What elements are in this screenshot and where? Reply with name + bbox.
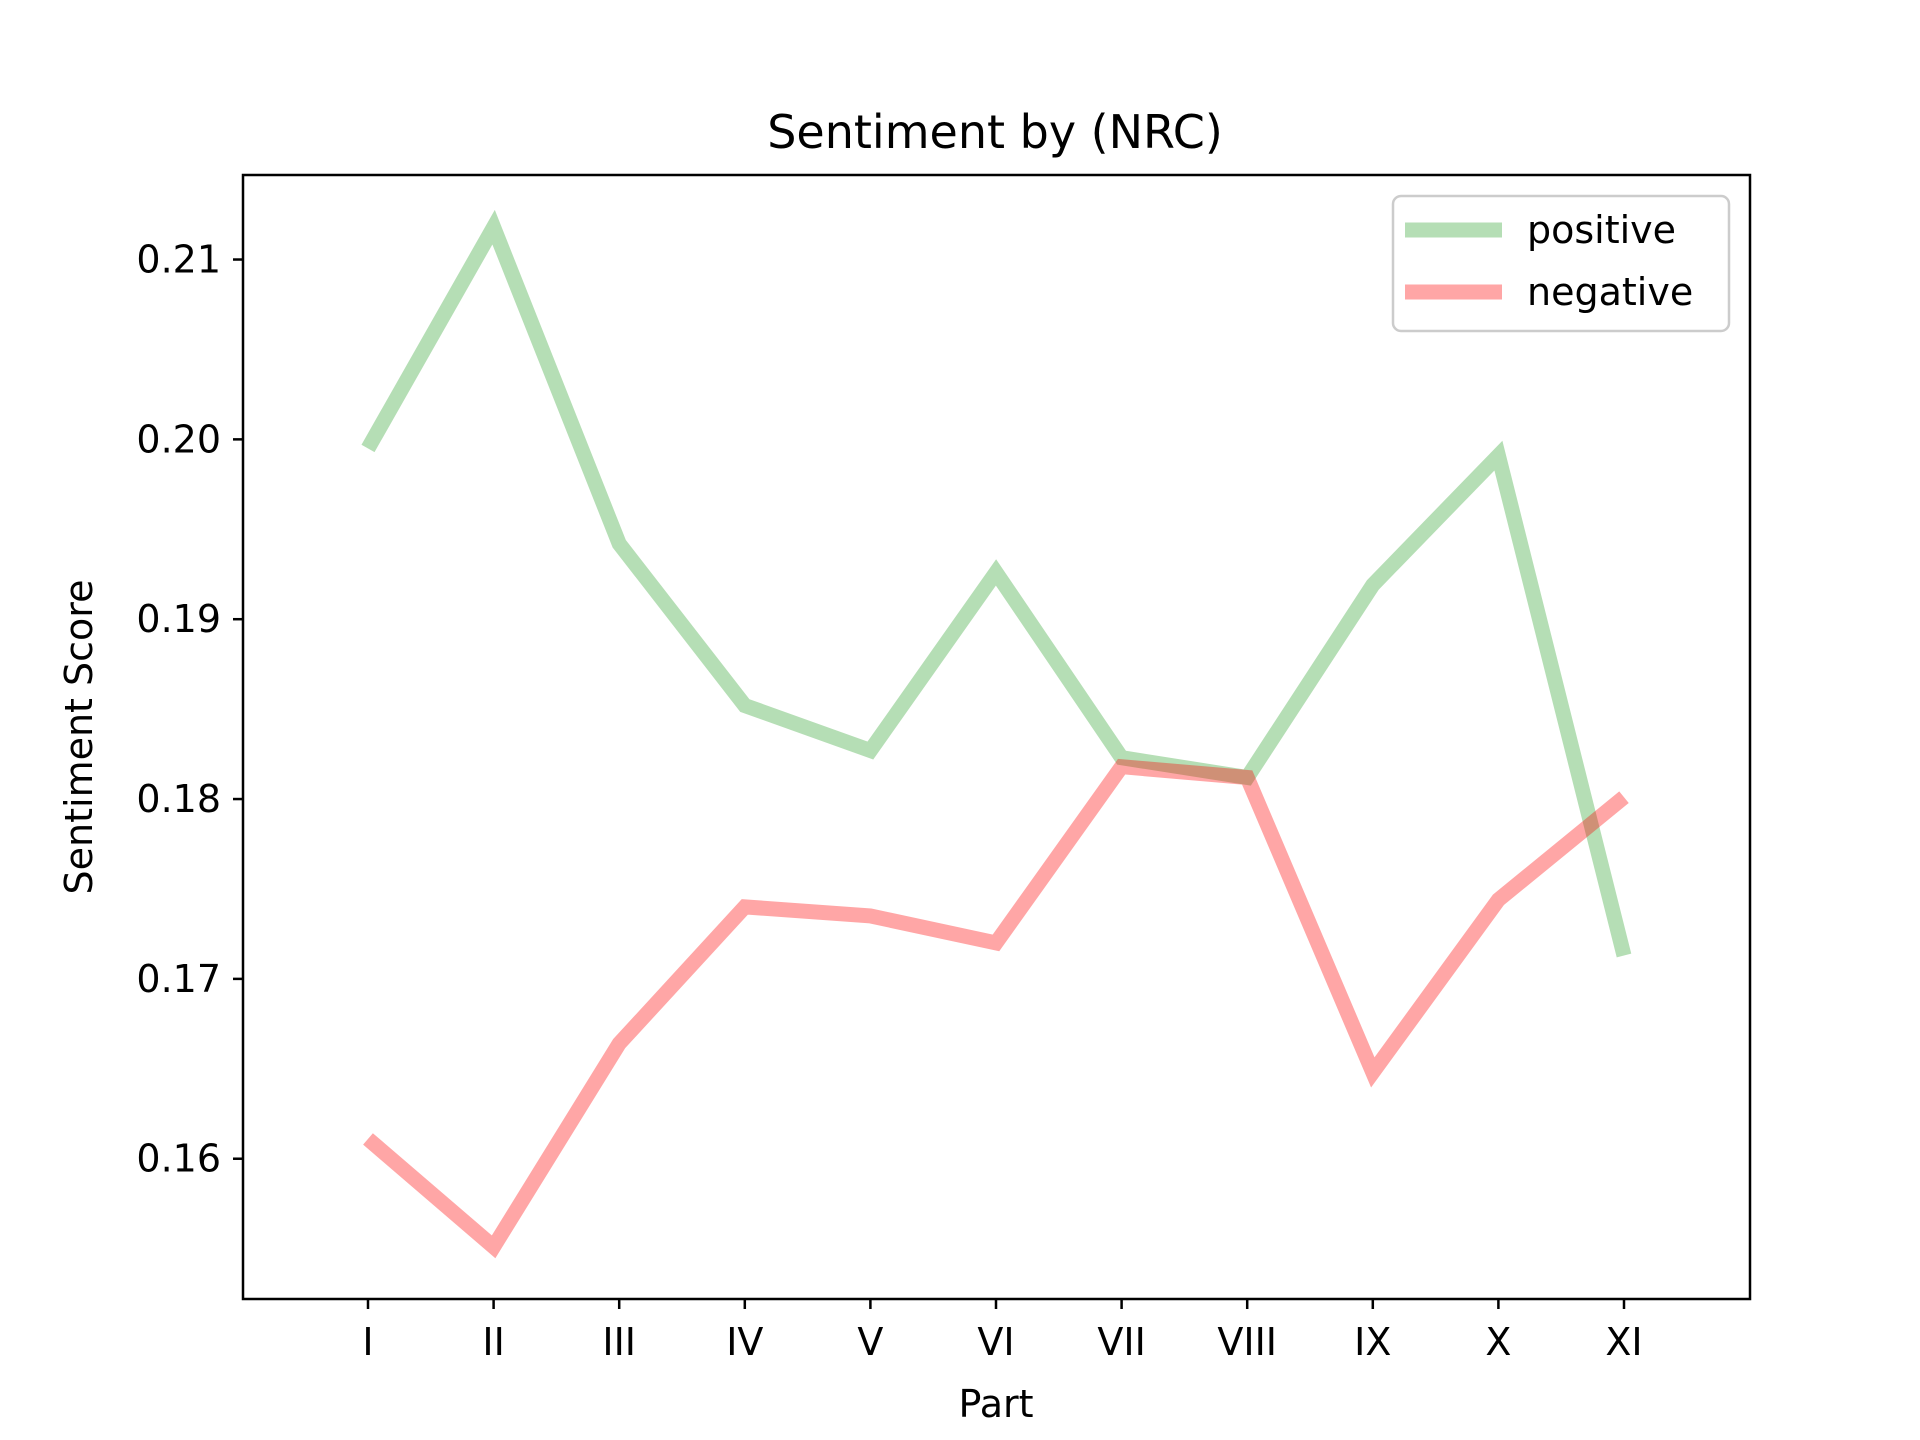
series-layer (361, 209, 1632, 1259)
legend-box (1391, 194, 1731, 333)
x-tick-label: III (602, 1320, 636, 1364)
y-tick-label: 0.18 (136, 777, 221, 821)
x-tick-label: II (482, 1320, 504, 1364)
y-tick-label: 0.19 (136, 597, 221, 641)
x-axis: I II III IV V VI VII VIII IX X XI (362, 1299, 1643, 1364)
y-tick-label: 0.16 (136, 1137, 221, 1181)
y-tick-label: 0.17 (136, 957, 221, 1001)
x-axis-label: Part (958, 1382, 1033, 1426)
legend-label-negative: negative (1527, 270, 1693, 314)
legend: positive negative (1391, 194, 1731, 333)
y-tick-label: 0.20 (136, 417, 221, 461)
x-tick-label: X (1485, 1320, 1511, 1364)
x-tick-label: VI (977, 1320, 1014, 1364)
x-tick-label: I (362, 1320, 373, 1364)
legend-label-positive: positive (1527, 208, 1676, 252)
y-axis-label: Sentiment Score (57, 580, 101, 895)
x-tick-label: IX (1354, 1320, 1391, 1364)
x-tick-label: V (857, 1320, 883, 1364)
series-line-positive (361, 209, 1632, 958)
x-tick-label: IV (726, 1320, 763, 1364)
y-tick-label: 0.21 (136, 238, 221, 282)
chart-title: Sentiment by (NRC) (767, 105, 1223, 159)
x-tick-label: VII (1097, 1320, 1145, 1364)
x-tick-label: VIII (1217, 1320, 1277, 1364)
y-axis: 0.16 0.17 0.18 0.19 0.20 0.21 (136, 238, 243, 1181)
x-tick-label: XI (1605, 1320, 1642, 1364)
series-line-negative (363, 758, 1629, 1259)
